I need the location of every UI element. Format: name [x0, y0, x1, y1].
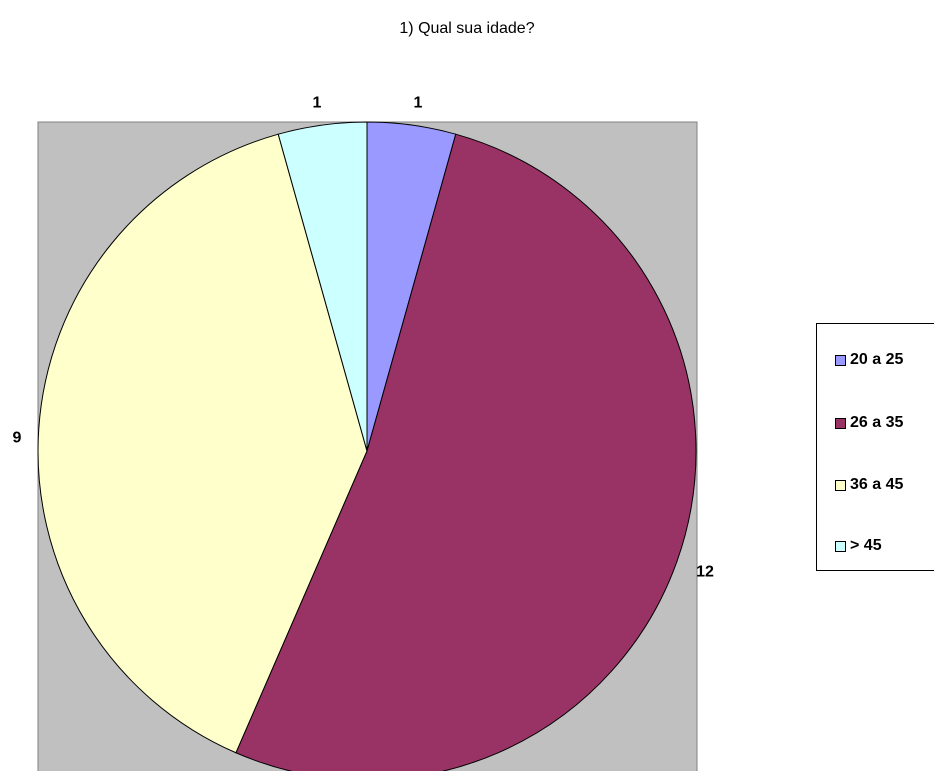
legend-swatch: [835, 417, 846, 429]
pie-slices: [37, 121, 697, 771]
legend-label: > 45: [850, 537, 882, 554]
legend: 20 a 25 26 a 35 36 a 45 > 45: [816, 323, 934, 571]
legend-item: 26 a 35: [835, 414, 903, 432]
data-label: 1: [313, 95, 322, 112]
pie-data-labels: 1 12 9 1: [13, 95, 714, 581]
data-label: 12: [696, 564, 714, 581]
pie-slice: [277, 121, 368, 452]
legend-label: 26 a 35: [850, 414, 904, 431]
pie-slice: [235, 133, 697, 771]
data-label: 9: [13, 430, 22, 447]
legend-item: 20 a 25: [835, 351, 903, 369]
legend-label: 36 a 45: [850, 476, 904, 493]
legend-swatch: [835, 479, 846, 491]
legend-swatch: [835, 354, 846, 366]
legend-item: 36 a 45: [835, 476, 903, 494]
legend-swatch: [835, 540, 846, 552]
data-label: 1: [414, 95, 423, 112]
pie-slice: [37, 133, 368, 754]
legend-label: 20 a 25: [850, 351, 904, 368]
legend-item: > 45: [835, 537, 882, 555]
chart-title: 1) Qual sua idade?: [399, 20, 535, 37]
